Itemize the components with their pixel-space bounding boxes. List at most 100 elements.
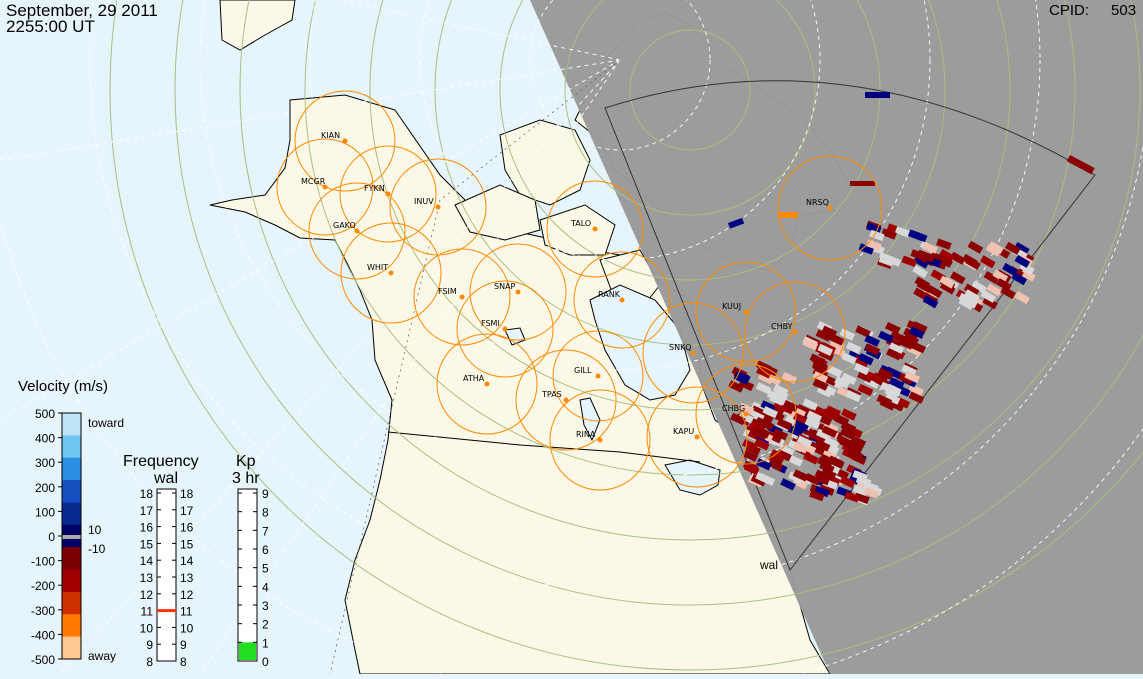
radar-circle-chby xyxy=(744,281,846,383)
frequency-tick-label-right: 15 xyxy=(180,537,194,551)
station-label-tpas: TPAS xyxy=(541,390,562,399)
frequency-tick-label-left: 12 xyxy=(140,588,154,602)
radar-circle-mcgr xyxy=(276,138,374,236)
station-marker-kapu xyxy=(694,434,700,440)
velocity-tick-label: 400 xyxy=(35,432,55,446)
kp-tick-label: 8 xyxy=(262,506,269,520)
frequency-tick-label-left: 11 xyxy=(141,605,154,619)
radar-range-circles xyxy=(276,90,883,491)
station-marker-snkq xyxy=(690,350,696,356)
frequency-tick-label-right: 16 xyxy=(180,521,194,535)
kp-subtitle: 3 hr xyxy=(232,470,260,487)
station-marker-gako xyxy=(354,228,360,234)
station-marker-fsmi xyxy=(502,326,508,332)
cpid-label-text: CPID: xyxy=(1049,2,1090,19)
kp-tick-label: 5 xyxy=(262,562,269,576)
frequency-tick-label-right: 18 xyxy=(180,487,194,501)
station-label-rank: RANK xyxy=(598,290,621,299)
frequency-tick-label-left: 14 xyxy=(140,554,154,568)
station-marker-snap xyxy=(515,289,521,295)
velocity-tick-label: 100 xyxy=(35,505,55,519)
magnetic-grid xyxy=(109,0,1143,671)
station-label-mcgr: MCGR xyxy=(301,177,326,186)
frequency-tick-label-right: 8 xyxy=(180,655,187,669)
frequency-tick-label-right: 9 xyxy=(180,638,187,652)
station-label-chbg: CHBG xyxy=(722,404,745,413)
station-label-kian: KIAN xyxy=(321,131,340,140)
radar-circle-talo xyxy=(546,180,644,278)
station-marker-chby xyxy=(792,329,798,335)
velocity-tick-label: -500 xyxy=(31,653,55,667)
stations: KIAN MCGR FYKN INUV GAKO WHIT FSIM SNAP FSMI RANK… xyxy=(301,131,833,443)
station-marker-gill xyxy=(595,373,601,379)
station-marker-fykn xyxy=(385,191,391,197)
station-marker-inuv xyxy=(435,204,441,210)
velocity-color-0 xyxy=(62,413,81,436)
frequency-tick-label-left: 9 xyxy=(146,638,153,652)
frequency-tick-label-right: 12 xyxy=(180,588,194,602)
radar-circle-fsmi xyxy=(456,280,554,378)
velocity-tick-label: 300 xyxy=(35,456,55,470)
kp-tick-label: 3 xyxy=(262,599,269,613)
station-label-nrsq: NRSQ xyxy=(806,198,829,207)
station-label-fsmi: FSMI xyxy=(481,319,500,328)
velocity-tick-label: -100 xyxy=(31,555,55,569)
time-label: 2255:00 UT xyxy=(6,17,95,36)
land-arctic-islands xyxy=(499,119,591,206)
radar-circle-kapu xyxy=(646,386,748,488)
radar-circle-kuuj xyxy=(695,261,797,363)
frequency-tick-label-right: 10 xyxy=(180,621,194,635)
station-label-whit: WHIT xyxy=(367,263,388,272)
station-marker-nrsq xyxy=(827,205,833,211)
station-marker-kuuj xyxy=(743,309,749,315)
velocity-color-3 xyxy=(62,480,81,503)
radar-circle-gill xyxy=(552,330,644,422)
frequency-marker xyxy=(157,609,176,613)
velocity-zero-band xyxy=(62,535,81,539)
velocity-threshold-pos: 10 xyxy=(88,523,102,537)
radar-circle-nrsq xyxy=(777,155,883,261)
velocity-tick-label: 500 xyxy=(35,407,55,421)
frequency-tick-label-left: 10 xyxy=(140,621,154,635)
kp-tick-label: 6 xyxy=(262,543,269,557)
frequency-tick-label-right: 14 xyxy=(180,554,194,568)
frequency-tick-label-right: 17 xyxy=(180,504,194,518)
station-label-gako: GAKO xyxy=(333,221,356,230)
station-label-inuv: INUV xyxy=(414,197,434,206)
station-marker-chbg xyxy=(743,411,749,417)
radar-circle-whit xyxy=(340,222,442,324)
velocity-legend-title: Velocity (m/s) xyxy=(18,378,108,395)
station-marker-kian xyxy=(342,138,348,144)
station-marker-talo xyxy=(592,226,598,232)
date-label: September, 29 2011 xyxy=(6,1,158,20)
station-marker-atha xyxy=(484,381,490,387)
velocity-cells xyxy=(728,92,1095,506)
station-marker-whit xyxy=(388,270,394,276)
radar-circle-rank xyxy=(573,251,671,349)
frequency-tick-label-left: 8 xyxy=(146,655,153,669)
border-us-canada xyxy=(387,431,701,463)
frequency-tick-label-left: 16 xyxy=(140,521,154,535)
frequency-ticks: 18 18 17 17 16 16 15 15 14 14 13 13 12 12 11 11 10 10 9 9 8 8 xyxy=(140,487,194,669)
velocity-color-6 xyxy=(62,547,81,571)
velocity-color-1 xyxy=(62,435,81,459)
station-label-kapu: KAPU xyxy=(673,427,694,436)
kp-tick-label: 1 xyxy=(262,636,269,650)
land-asia xyxy=(219,0,296,51)
velocity-away-label: away xyxy=(88,649,116,663)
cpid-value: 503 xyxy=(1111,2,1137,19)
kp-fill xyxy=(239,642,256,660)
frequency-tick-label-left: 15 xyxy=(140,537,154,551)
kp-tick-label: 2 xyxy=(262,618,269,632)
radar-circle-atha xyxy=(436,333,538,435)
velocity-color-8 xyxy=(62,591,81,615)
station-label-fykn: FYKN xyxy=(364,184,385,193)
fov-radar-label: wal xyxy=(759,558,778,572)
velocity-ticks: 500 400 300 200 100 0 -100 -200 -300 -400 -500 xyxy=(31,407,62,667)
frequency-subtitle: wal xyxy=(153,470,178,487)
radar-fov-wal xyxy=(604,80,1096,571)
frequency-title: Frequency xyxy=(123,453,199,470)
frequency-bar xyxy=(156,488,177,662)
